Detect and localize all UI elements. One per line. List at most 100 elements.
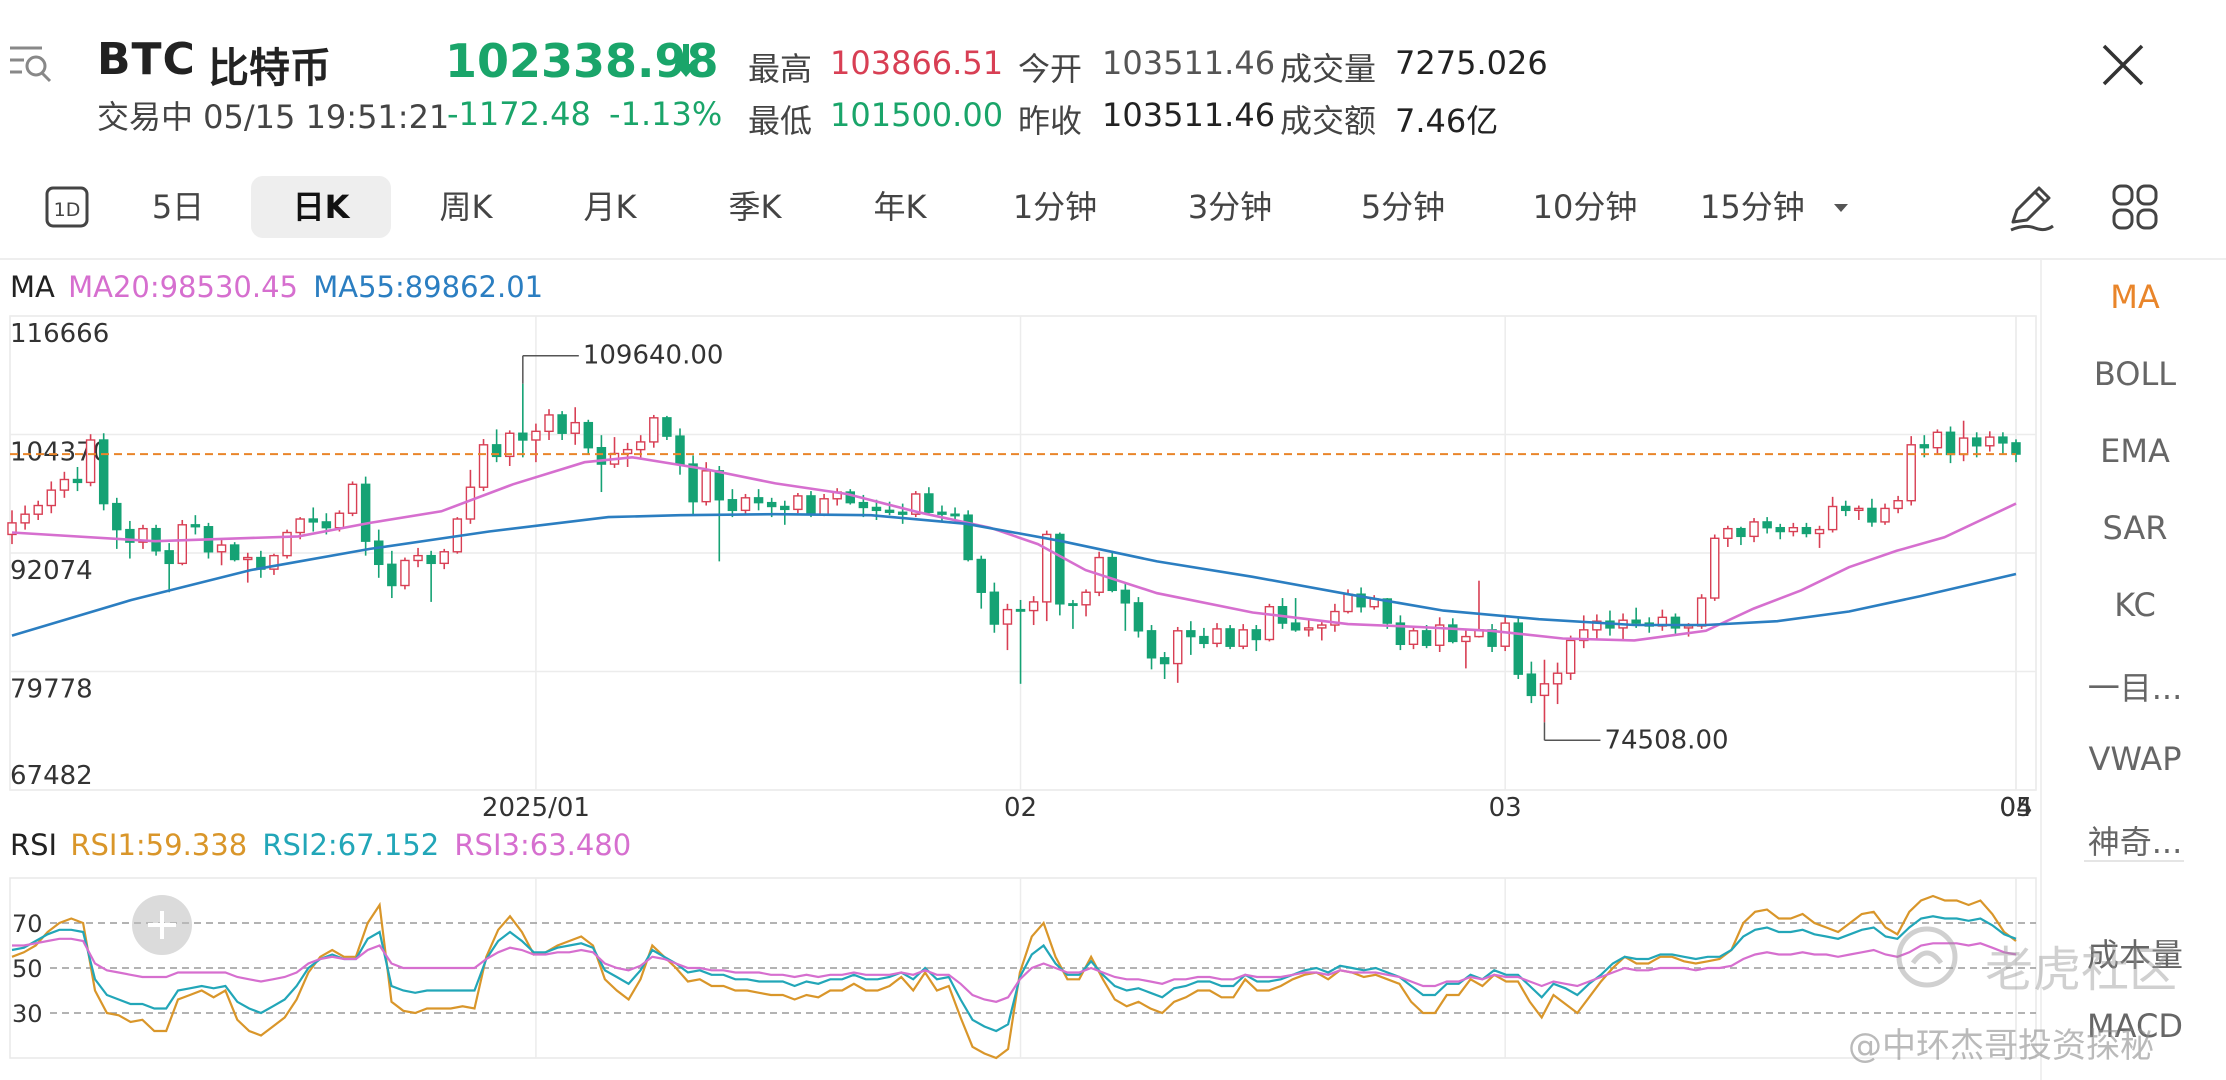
candle-body — [806, 495, 816, 515]
grid-layout-icon[interactable] — [2110, 182, 2162, 234]
candle-body — [1107, 556, 1117, 592]
sidebar-separator — [2084, 860, 2184, 862]
add-plus-icon[interactable] — [130, 893, 194, 957]
tab-yearly-k[interactable]: 年K — [873, 188, 927, 226]
high-value: 103866.51 — [830, 44, 1004, 82]
pencil-draw-icon[interactable] — [2005, 182, 2057, 234]
candle-body — [1670, 616, 1681, 629]
rsi2-legend: RSI2:67.152 — [262, 828, 440, 862]
candle-body — [1958, 437, 1969, 456]
candle-body — [439, 551, 449, 565]
candle-body — [1055, 533, 1065, 605]
candle-body — [570, 421, 580, 434]
candle-body — [819, 498, 829, 515]
candle-body — [1775, 526, 1785, 533]
candle-body — [1985, 436, 1995, 447]
amount-label: 成交额 — [1280, 102, 1377, 140]
ma55-line — [11, 512, 2017, 637]
candle-body — [1592, 620, 1602, 631]
candle-body — [1579, 629, 1589, 642]
candle-body — [740, 497, 751, 512]
tab-15min[interactable]: 15分钟 — [1700, 188, 1805, 226]
prev-close-label: 昨收 — [1018, 102, 1083, 140]
rsi-y-tick-label: 50 — [12, 955, 43, 983]
candle-body — [59, 478, 70, 491]
candle-body — [688, 463, 698, 503]
candle-body — [1042, 533, 1052, 603]
k-x-tick-label: 02 — [1004, 793, 1037, 820]
candle-body — [649, 417, 659, 443]
candle-body — [1998, 436, 2008, 444]
candle-body — [845, 491, 856, 504]
candle-body — [347, 483, 358, 514]
tab-monthly-k[interactable]: 月K — [583, 188, 637, 226]
candle-body — [1827, 505, 1838, 531]
k-x-tick-label: 2025/01 — [482, 793, 590, 820]
calendar-1d-text: 1D — [54, 199, 81, 221]
candle-body — [7, 522, 17, 536]
ma20-legend: MA20:98530.45 — [68, 270, 298, 304]
low-label: 最低 — [748, 102, 813, 140]
candle-body — [544, 414, 554, 433]
candle-body — [1500, 622, 1510, 647]
rsi-chart[interactable]: 70 50 30 — [0, 860, 2040, 1070]
candle-body — [976, 558, 986, 593]
candle-body — [321, 521, 332, 529]
tab-5min[interactable]: 5分钟 — [1360, 188, 1446, 226]
sidebar-item-cost-volume[interactable]: 成本量 — [2086, 936, 2183, 974]
candle-body — [308, 518, 318, 523]
candle-body — [465, 486, 476, 520]
tab-5day[interactable]: 5日 — [151, 188, 205, 226]
candle-body — [1552, 672, 1563, 685]
candle-body — [557, 414, 567, 434]
tab-weekly-k[interactable]: 周K — [439, 188, 493, 226]
candlestick-chart[interactable]: 116666104370920747977867482109640.007450… — [0, 300, 2040, 820]
sidebar-item-ma[interactable]: MA — [2110, 278, 2160, 316]
candle-body — [897, 511, 908, 515]
candle-body — [583, 421, 594, 449]
candle-body — [518, 432, 528, 441]
dropdown-caret-icon[interactable] — [1832, 200, 1850, 214]
candle-body — [1814, 528, 1825, 535]
candle-body — [1002, 608, 1013, 625]
menu-search-icon[interactable] — [8, 40, 54, 86]
candle-body — [714, 470, 725, 501]
candle-body — [1290, 622, 1301, 631]
candle-body — [334, 512, 345, 529]
candle-body — [1854, 507, 1864, 512]
sidebar-item-sar[interactable]: SAR — [2102, 509, 2168, 547]
sidebar-item-macd[interactable]: MACD — [2087, 1007, 2183, 1045]
k-x-tick-label: 03 — [1489, 793, 1522, 820]
candle-body — [1696, 597, 1707, 627]
close-icon[interactable] — [2098, 40, 2148, 90]
tab-quarterly-k[interactable]: 季K — [728, 188, 782, 226]
candle-body — [98, 439, 109, 505]
tab-1min[interactable]: 1分钟 — [1012, 188, 1098, 226]
sidebar-item-magic[interactable]: 神奇... — [2087, 823, 2183, 861]
sidebar-item-kc[interactable]: KC — [2114, 586, 2156, 624]
candle-body — [478, 444, 489, 488]
candle-body — [269, 554, 279, 570]
tab-10min[interactable]: 10分钟 — [1532, 188, 1638, 226]
calendar-1d-icon[interactable]: 1D — [44, 184, 92, 230]
k-x-tick-label: 04 — [1999, 793, 2032, 820]
candle-body — [1631, 619, 1641, 624]
candle-body — [504, 432, 515, 458]
candle-body — [1146, 630, 1157, 659]
candle-body — [1303, 627, 1314, 631]
tab-3min[interactable]: 3分钟 — [1187, 188, 1273, 226]
sidebar-item-vwap[interactable]: VWAP — [2088, 740, 2182, 778]
arrow-down-icon — [670, 40, 702, 80]
candle-body — [190, 524, 201, 528]
last-price: 102338.98 — [445, 34, 719, 88]
rsi-series-line-3 — [12, 937, 2017, 1003]
candle-body — [911, 493, 921, 515]
candle-body — [400, 559, 410, 587]
candle-body — [1408, 630, 1419, 646]
candle-body — [989, 591, 1000, 625]
sidebar-item-ichimoku[interactable]: 一目... — [2087, 669, 2183, 707]
candle-body — [1133, 602, 1144, 632]
sidebar-item-boll[interactable]: BOLL — [2093, 355, 2177, 393]
tab-daily-k[interactable]: 日K — [251, 176, 391, 238]
sidebar-item-ema[interactable]: EMA — [2100, 432, 2170, 470]
